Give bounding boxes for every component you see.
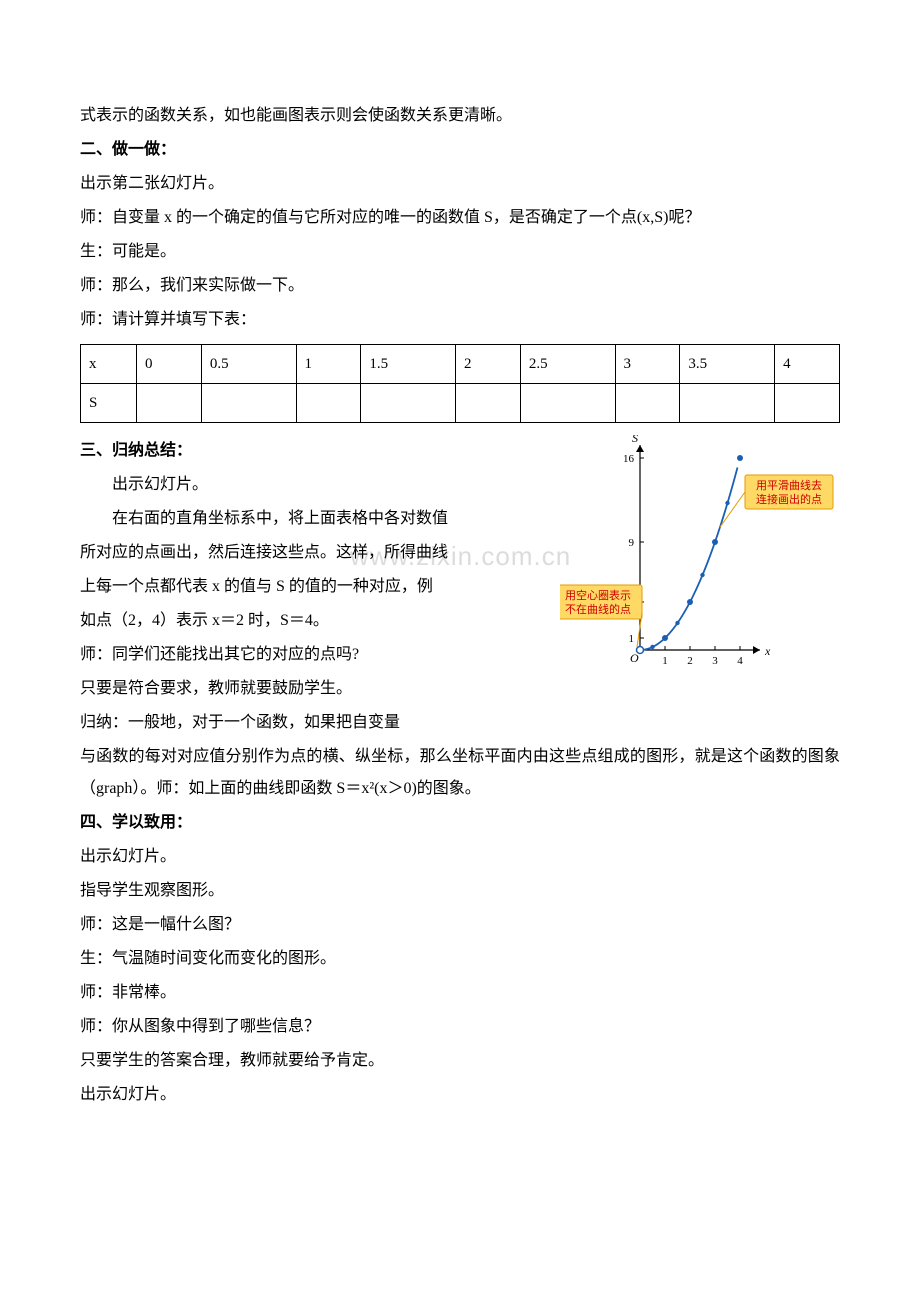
svg-text:用空心圈表示: 用空心圈表示: [565, 588, 631, 602]
table-row: x 0 0.5 1 1.5 2 2.5 3 3.5 4: [81, 345, 840, 384]
cell: 4: [775, 345, 840, 384]
svg-text:S: S: [632, 435, 638, 445]
cell: [201, 384, 296, 423]
cell: [775, 384, 840, 423]
cell: 2: [456, 345, 521, 384]
s3-line: 师：同学们还能找出其它的对应的点吗?: [80, 639, 520, 671]
cell: 3: [615, 345, 680, 384]
s3-line: 出示幻灯片。: [80, 469, 520, 501]
s3-line: 如点（2，4）表示 x＝2 时，S＝4。: [80, 605, 520, 637]
svg-text:用平滑曲线去: 用平滑曲线去: [756, 478, 822, 492]
data-table: x 0 0.5 1 1.5 2 2.5 3 3.5 4 S: [80, 344, 840, 423]
function-chart: xSO123414916用平滑曲线去连接画出的点用空心圈表示不在曲线的点: [560, 435, 840, 685]
s3-line: 所对应的点画出，然后连接这些点。这样，所得曲线: [80, 537, 520, 569]
s2-line: 师：自变量 x 的一个确定的值与它所对应的唯一的函数值 S，是否确定了一个点(x…: [80, 202, 840, 234]
s4-line: 生：气温随时间变化而变化的图形。: [80, 943, 840, 975]
s2-line: 师：那么，我们来实际做一下。: [80, 270, 840, 302]
svg-text:连接画出的点: 连接画出的点: [756, 492, 822, 506]
s2-line: 生：可能是。: [80, 236, 840, 268]
svg-text:16: 16: [623, 453, 635, 465]
svg-text:1: 1: [662, 655, 668, 667]
cell: [680, 384, 775, 423]
s3-line: 与函数的每对对应值分别作为点的横、纵坐标，那么坐标平面内由这些点组成的图形，就是…: [80, 741, 840, 805]
cell: [137, 384, 202, 423]
s3-line: 归纳：一般地，对于一个函数，如果把自变量: [80, 707, 840, 739]
s2-line: 出示第二张幻灯片。: [80, 168, 840, 200]
svg-text:3: 3: [712, 655, 718, 667]
cell: 0.5: [201, 345, 296, 384]
s4-line: 出示幻灯片。: [80, 1079, 840, 1111]
s4-line: 只要学生的答案合理，教师就要给予肯定。: [80, 1045, 840, 1077]
svg-text:4: 4: [737, 655, 743, 667]
cell: [615, 384, 680, 423]
cell: 3.5: [680, 345, 775, 384]
cell: 2.5: [520, 345, 615, 384]
cell: [296, 384, 361, 423]
svg-text:9: 9: [629, 537, 635, 549]
intro-line: 式表示的函数关系，如也能画图表示则会使函数关系更清晰。: [80, 100, 840, 132]
s4-line: 指导学生观察图形。: [80, 875, 840, 907]
cell-label: x: [81, 345, 137, 384]
s3-line: 在右面的直角坐标系中，将上面表格中各对数值: [80, 503, 520, 535]
s3-line: 上每一个点都代表 x 的值与 S 的值的一种对应，例: [80, 571, 520, 603]
s2-line: 师：请计算并填写下表：: [80, 304, 840, 336]
s4-line: 师：非常棒。: [80, 977, 840, 1009]
s4-line: 出示幻灯片。: [80, 841, 840, 873]
cell: 0: [137, 345, 202, 384]
s4-line: 师：这是一幅什么图？: [80, 909, 840, 941]
section4-heading: 四、学以致用：: [80, 807, 840, 839]
cell: [361, 384, 456, 423]
s4-line: 师：你从图象中得到了哪些信息？: [80, 1011, 840, 1043]
svg-text:1: 1: [629, 633, 635, 645]
svg-text:2: 2: [687, 655, 693, 667]
cell: [456, 384, 521, 423]
cell: [520, 384, 615, 423]
svg-text:不在曲线的点: 不在曲线的点: [565, 602, 631, 616]
cell: 1: [296, 345, 361, 384]
cell: 1.5: [361, 345, 456, 384]
cell-label: S: [81, 384, 137, 423]
section2-heading: 二、做一做：: [80, 134, 840, 166]
svg-text:x: x: [764, 644, 771, 658]
table-row: S: [81, 384, 840, 423]
